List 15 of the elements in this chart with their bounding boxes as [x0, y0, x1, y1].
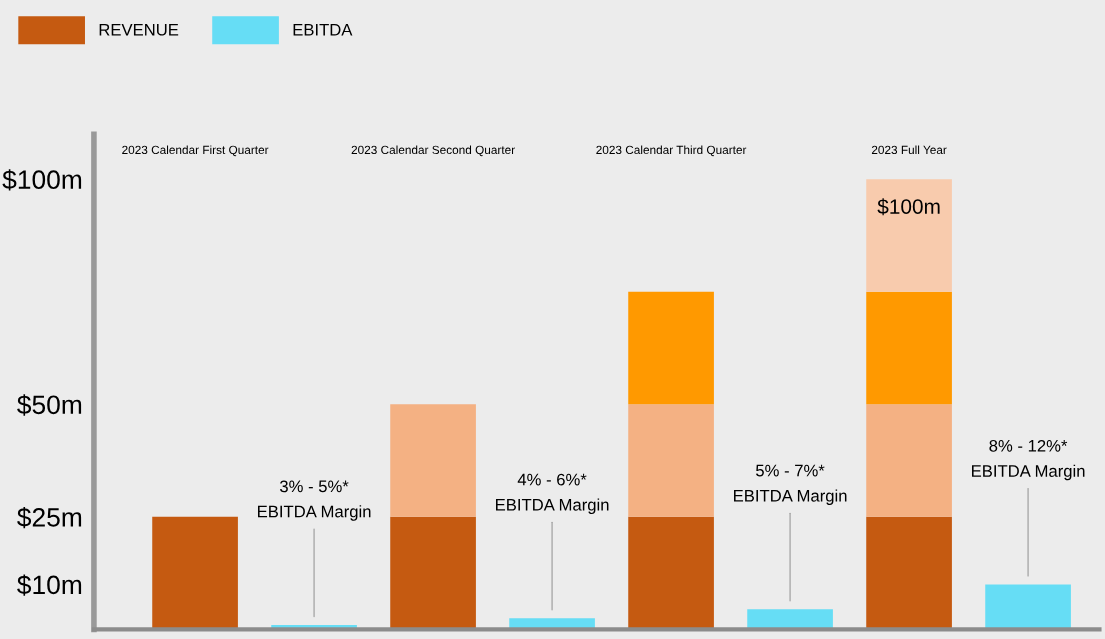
annotation: 5% - 7%* EBITDA Margin: [734, 464, 847, 505]
y-tick-label: $10m: [17, 574, 82, 596]
total-label: $100m: [877, 198, 940, 216]
annotation: 4% - 6%* EBITDA Margin: [496, 473, 609, 514]
legend-label: EBITDA: [293, 23, 353, 36]
x-tick-label: 2023 Calendar Third Quarter: [596, 145, 747, 157]
x-tick-label: 2023 Full Year: [871, 145, 947, 155]
x-tick-label: 2023 Calendar Second Quarter: [351, 145, 515, 157]
y-tick-label: $50m: [17, 394, 82, 416]
annotation: 3% - 5%* EBITDA Margin: [258, 480, 371, 521]
y-tick-label: $100m: [2, 169, 82, 191]
legend-label: REVENUE: [99, 23, 179, 36]
y-tick-label: $25m: [17, 506, 82, 529]
annotation: 8% - 12%* EBITDA Margin: [972, 439, 1085, 481]
x-tick-label: 2023 Calendar First Quarter: [122, 145, 269, 157]
